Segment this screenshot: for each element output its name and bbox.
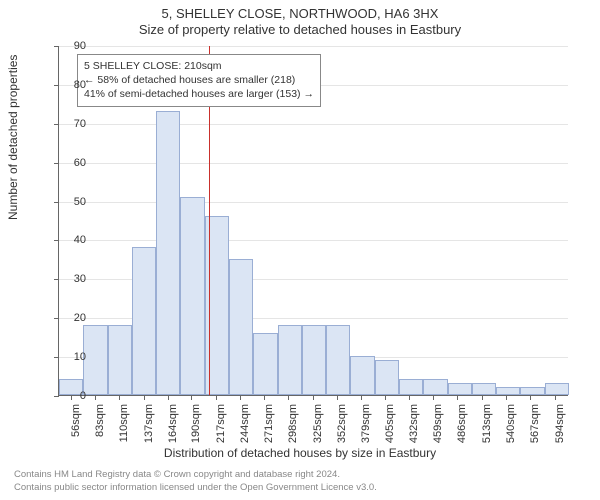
xtick-mark <box>457 395 458 400</box>
annotation-line: 5 SHELLEY CLOSE: 210sqm <box>84 59 314 73</box>
xtick-label: 594sqm <box>554 404 566 454</box>
plot-area: 5 SHELLEY CLOSE: 210sqm← 58% of detached… <box>58 46 568 396</box>
histogram-bar <box>423 379 447 395</box>
histogram-bar <box>496 387 520 395</box>
xtick-label: 513sqm <box>481 404 493 454</box>
xtick-mark <box>385 395 386 400</box>
gridline <box>59 46 568 47</box>
xtick-mark <box>191 395 192 400</box>
ytick-label: 50 <box>56 196 86 208</box>
xtick-mark <box>530 395 531 400</box>
xtick-label: 567sqm <box>529 404 541 454</box>
histogram-bar <box>350 356 374 395</box>
xtick-mark <box>482 395 483 400</box>
xtick-mark <box>361 395 362 400</box>
histogram-bar <box>83 325 107 395</box>
xtick-mark <box>409 395 410 400</box>
histogram-bar <box>302 325 326 395</box>
xtick-label: 164sqm <box>167 404 179 454</box>
histogram-bar <box>520 387 544 395</box>
histogram-bar <box>229 259 253 395</box>
histogram-bar <box>545 383 569 395</box>
histogram-bar <box>326 325 350 395</box>
footer-line2: Contains public sector information licen… <box>14 482 377 494</box>
ytick-label: 90 <box>56 40 86 52</box>
histogram-bar <box>399 379 423 395</box>
xtick-label: 137sqm <box>143 404 155 454</box>
xtick-label: 379sqm <box>360 404 372 454</box>
xtick-label: 405sqm <box>384 404 396 454</box>
xtick-label: 540sqm <box>505 404 517 454</box>
xtick-label: 432sqm <box>408 404 420 454</box>
gridline <box>59 202 568 203</box>
xtick-mark <box>119 395 120 400</box>
ytick-label: 30 <box>56 273 86 285</box>
histogram-bar <box>156 111 180 395</box>
chart-title-line1: 5, SHELLEY CLOSE, NORTHWOOD, HA6 3HX <box>0 6 600 21</box>
xtick-mark <box>433 395 434 400</box>
xtick-label: 244sqm <box>239 404 251 454</box>
ytick-label: 40 <box>56 234 86 246</box>
xtick-label: 459sqm <box>432 404 444 454</box>
annotation-box: 5 SHELLEY CLOSE: 210sqm← 58% of detached… <box>77 54 321 107</box>
annotation-line: 41% of semi-detached houses are larger (… <box>84 87 314 101</box>
histogram-bar <box>278 325 302 395</box>
histogram-bar <box>448 383 472 395</box>
histogram-bar <box>108 325 132 395</box>
histogram-bar <box>472 383 496 395</box>
xtick-label: 325sqm <box>312 404 324 454</box>
xtick-mark <box>264 395 265 400</box>
gridline <box>59 124 568 125</box>
xtick-label: 83sqm <box>94 404 106 454</box>
xtick-mark <box>216 395 217 400</box>
ytick-label: 20 <box>56 312 86 324</box>
xtick-mark <box>168 395 169 400</box>
gridline <box>59 163 568 164</box>
histogram-bar <box>132 247 156 395</box>
xtick-label: 352sqm <box>336 404 348 454</box>
ytick-label: 80 <box>56 79 86 91</box>
xtick-mark <box>240 395 241 400</box>
xtick-label: 190sqm <box>190 404 202 454</box>
histogram-bar <box>253 333 277 395</box>
chart-title-line2: Size of property relative to detached ho… <box>0 22 600 37</box>
xtick-mark <box>337 395 338 400</box>
xtick-mark <box>144 395 145 400</box>
xtick-label: 486sqm <box>456 404 468 454</box>
histogram-bar <box>375 360 399 395</box>
xtick-label: 217sqm <box>215 404 227 454</box>
y-axis-label: Number of detached properties <box>6 55 20 220</box>
xtick-mark <box>506 395 507 400</box>
xtick-mark <box>313 395 314 400</box>
ytick-label: 70 <box>56 118 86 130</box>
footer-attribution: Contains HM Land Registry data © Crown c… <box>14 469 377 494</box>
xtick-mark <box>555 395 556 400</box>
chart-container: 5, SHELLEY CLOSE, NORTHWOOD, HA6 3HX Siz… <box>0 0 600 500</box>
xtick-mark <box>95 395 96 400</box>
xtick-mark <box>288 395 289 400</box>
histogram-bar <box>180 197 204 395</box>
xtick-label: 56sqm <box>70 404 82 454</box>
xtick-label: 271sqm <box>263 404 275 454</box>
xtick-label: 298sqm <box>287 404 299 454</box>
xtick-label: 110sqm <box>118 404 130 454</box>
ytick-label: 10 <box>56 351 86 363</box>
ytick-label: 60 <box>56 157 86 169</box>
footer-line1: Contains HM Land Registry data © Crown c… <box>14 469 377 481</box>
ytick-label: 0 <box>56 390 86 402</box>
gridline <box>59 240 568 241</box>
annotation-line: ← 58% of detached houses are smaller (21… <box>84 73 314 87</box>
